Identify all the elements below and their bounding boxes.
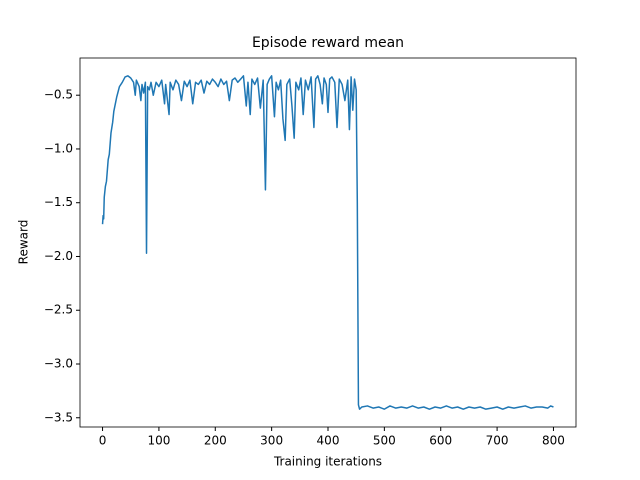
y-tick-label: −2.0 — [44, 249, 73, 263]
x-tick-label: 100 — [147, 434, 170, 448]
y-tick-label: −1.0 — [44, 141, 73, 155]
y-axis-label: Reward — [17, 220, 31, 265]
x-tick-label: 500 — [373, 434, 396, 448]
x-tick-label: 300 — [260, 434, 283, 448]
chart-title: Episode reward mean — [252, 35, 404, 51]
y-tick-label: −3.5 — [44, 410, 73, 424]
x-tick-label: 0 — [99, 434, 107, 448]
x-tick-label: 400 — [317, 434, 340, 448]
x-tick-label: 600 — [429, 434, 452, 448]
x-tick-label: 200 — [204, 434, 227, 448]
x-axis-label: Training iterations — [273, 455, 382, 469]
x-tick-label: 800 — [542, 434, 565, 448]
x-tick-label: 700 — [486, 434, 509, 448]
y-tick-label: −3.0 — [44, 356, 73, 370]
y-tick-label: −0.5 — [44, 88, 73, 102]
y-tick-label: −2.5 — [44, 303, 73, 317]
plot-frame — [79, 57, 577, 428]
y-tick-label: −1.5 — [44, 195, 73, 209]
data-line — [101, 75, 554, 410]
